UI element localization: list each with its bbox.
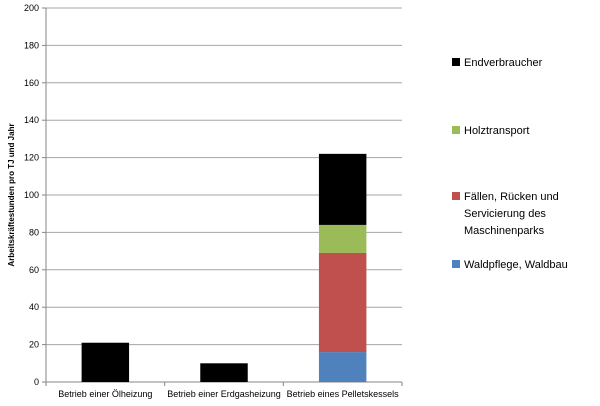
legend-swatch bbox=[452, 260, 460, 268]
bar-segment-1-2 bbox=[318, 252, 367, 353]
category-label: Betrieb eines Pelletskessels bbox=[287, 389, 400, 399]
bars bbox=[81, 153, 367, 382]
y-tick-label: 60 bbox=[29, 265, 39, 275]
gridlines bbox=[46, 7, 402, 346]
legend-label: Fällen, Rücken und bbox=[464, 191, 559, 203]
legend-label: Maschinenparks bbox=[464, 225, 545, 237]
category-label: Betrieb einer Erdgasheizung bbox=[167, 389, 281, 399]
y-tick-label: 160 bbox=[24, 78, 39, 88]
category-label: Betrieb einer Ölheizung bbox=[58, 389, 152, 399]
y-axis-label: Arbeitskräftestunden pro TJ und Jahr bbox=[7, 123, 16, 266]
legend-item: Waldpflege, Waldbau bbox=[452, 259, 568, 271]
legend-label: Servicierung des bbox=[464, 208, 546, 220]
legend-label: Waldpflege, Waldbau bbox=[464, 259, 568, 271]
y-tick-label: 140 bbox=[24, 115, 39, 125]
y-tick-label: 180 bbox=[24, 40, 39, 50]
legend: Endverbraucher Holztransport Fällen, Rücke… bbox=[452, 57, 568, 271]
bar-segment-3-0 bbox=[81, 342, 130, 382]
y-tick-label: 80 bbox=[29, 227, 39, 237]
legend-item: Fällen, Rücken und Servicierung des Maschi… bbox=[452, 191, 559, 237]
legend-item: Holztransport bbox=[452, 125, 529, 137]
y-tick-label: 40 bbox=[29, 302, 39, 312]
bar-segment-2-2 bbox=[318, 224, 367, 253]
legend-swatch bbox=[452, 192, 460, 200]
legend-item: Endverbraucher bbox=[452, 57, 543, 69]
y-tick-label: 100 bbox=[24, 190, 39, 200]
legend-label: Holztransport bbox=[464, 125, 529, 137]
y-tick-label: 20 bbox=[29, 340, 39, 350]
y-tick-label: 0 bbox=[34, 377, 39, 387]
legend-swatch bbox=[452, 58, 460, 66]
bar-segment-0-2 bbox=[318, 352, 367, 382]
bar-segment-3-2 bbox=[318, 153, 367, 225]
legend-swatch bbox=[452, 126, 460, 134]
legend-label: Endverbraucher bbox=[464, 57, 543, 69]
y-tick-label: 120 bbox=[24, 153, 39, 163]
bar-segment-3-1 bbox=[200, 363, 248, 382]
y-tick-label: 200 bbox=[24, 3, 39, 13]
tick-labels: 0 20 40 60 80 100 120 140 160 180 200 Betrieb einer… bbox=[24, 3, 399, 399]
